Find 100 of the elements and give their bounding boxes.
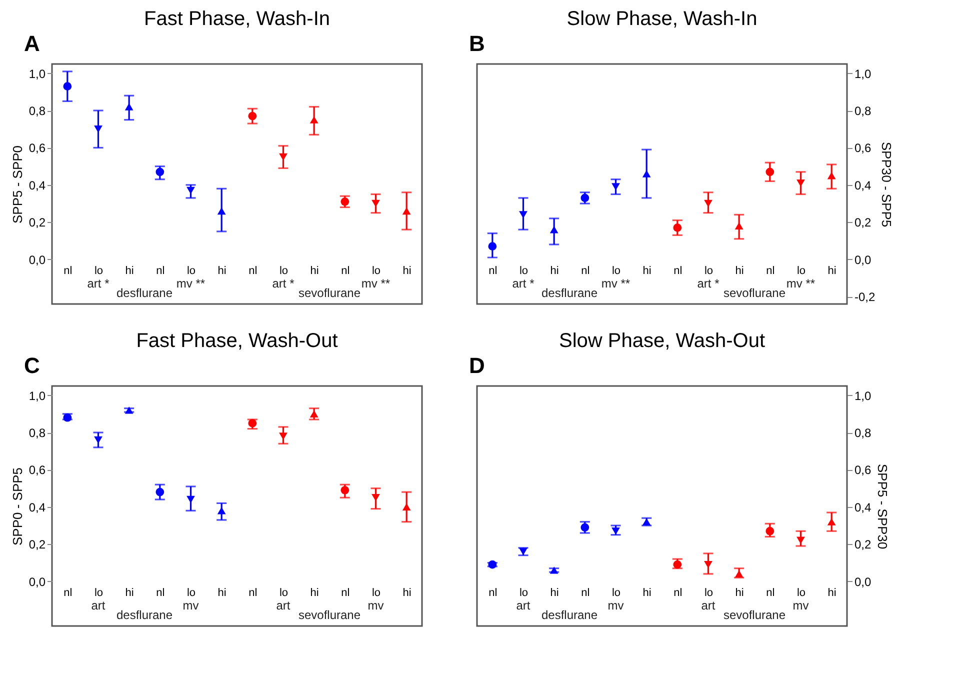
x-tick-label: nl bbox=[248, 586, 258, 599]
x-tick-label: lo bbox=[519, 264, 528, 277]
annotation: mv bbox=[368, 598, 384, 612]
chart-title: Fast Phase, Wash-Out bbox=[136, 330, 338, 352]
x-tick-label: lo bbox=[704, 264, 714, 277]
y2-tick-label: 1,0 bbox=[854, 66, 872, 81]
point bbox=[217, 507, 226, 514]
point bbox=[766, 526, 774, 536]
chart-title: Slow Phase, Wash-In bbox=[566, 8, 758, 30]
annotation: desflurane bbox=[116, 608, 173, 622]
x-tick-label: nl bbox=[766, 586, 775, 599]
y2-axis-title: SPP5 - SPP30 bbox=[875, 464, 890, 550]
annotation: sevoflurane bbox=[298, 286, 361, 300]
x-tick-label: nl bbox=[248, 264, 258, 277]
x-tick-label: nl bbox=[766, 264, 775, 277]
point bbox=[156, 168, 164, 176]
y2-tick-label: 0,6 bbox=[854, 141, 872, 156]
point bbox=[827, 172, 836, 180]
point bbox=[217, 207, 226, 215]
point bbox=[734, 570, 744, 578]
y-axis-title: SPP0 - SPP5 bbox=[10, 467, 25, 546]
annotation: sevoflurane bbox=[298, 608, 361, 622]
annotation: mv ** bbox=[176, 276, 206, 290]
x-tick-label: lo bbox=[279, 586, 288, 599]
point bbox=[156, 488, 164, 496]
x-tick-label: lo bbox=[94, 264, 104, 277]
y-tick-label: 0,4 bbox=[28, 500, 46, 514]
point bbox=[310, 410, 318, 418]
x-tick-label: hi bbox=[828, 264, 836, 277]
annotation: sevoflurane bbox=[723, 286, 786, 300]
y2-tick-label: 0,8 bbox=[854, 426, 872, 440]
annotation: art bbox=[276, 598, 291, 612]
point bbox=[673, 224, 682, 232]
annotation: mv bbox=[608, 598, 624, 612]
point bbox=[248, 419, 257, 428]
x-tick-label: nl bbox=[341, 264, 350, 277]
annotation: art bbox=[701, 598, 716, 612]
point bbox=[827, 518, 836, 526]
y-tick-label: 0,2 bbox=[28, 216, 46, 230]
annotation: desflurane bbox=[541, 608, 598, 622]
point bbox=[340, 486, 350, 494]
chart-title: Slow Phase, Wash-Out bbox=[558, 330, 766, 352]
x-tick-label: hi bbox=[218, 586, 226, 599]
x-tick-label: lo bbox=[372, 586, 381, 599]
x-tick-label: nl bbox=[64, 586, 72, 599]
x-tick-label: lo bbox=[612, 264, 621, 277]
text: A bbox=[24, 31, 40, 56]
x-tick-label: lo bbox=[279, 264, 288, 277]
y2-tick-label: 0,0 bbox=[854, 574, 872, 589]
y-tick-label: 0,4 bbox=[28, 178, 46, 192]
x-tick-label: lo bbox=[796, 264, 806, 277]
y2-tick-label: 1,0 bbox=[854, 388, 872, 403]
x-tick-label: lo bbox=[372, 264, 381, 277]
y2-tick-label: 0,6 bbox=[854, 463, 872, 478]
y2-tick-label: 0,8 bbox=[854, 104, 872, 118]
point bbox=[63, 82, 72, 90]
annotation: mv bbox=[182, 598, 199, 612]
x-tick-label: nl bbox=[674, 586, 682, 599]
x-tick-label: lo bbox=[186, 586, 196, 599]
y-tick-label: 0,6 bbox=[28, 463, 46, 478]
y2-tick-label: 0,2 bbox=[854, 216, 872, 230]
annotation: art bbox=[91, 598, 106, 612]
annotation: desflurane bbox=[541, 286, 598, 300]
x-tick-label: lo bbox=[186, 264, 196, 277]
x-tick-label: hi bbox=[402, 586, 412, 599]
x-tick-label: nl bbox=[64, 264, 72, 277]
x-tick-label: lo bbox=[519, 586, 528, 599]
y-axis-title: SPP5 - SPP0 bbox=[10, 145, 25, 224]
y2-tick-label: 0,4 bbox=[854, 500, 872, 514]
x-tick-label: hi bbox=[550, 264, 559, 277]
x-tick-label: nl bbox=[341, 586, 350, 599]
point bbox=[766, 168, 774, 176]
x-tick-label: lo bbox=[94, 586, 104, 599]
y2-tick-label: -0,2 bbox=[854, 290, 876, 304]
y-tick-label: 1,0 bbox=[28, 388, 46, 403]
point bbox=[248, 112, 257, 120]
x-tick-label: nl bbox=[488, 264, 498, 277]
y2-tick-label: 0,2 bbox=[854, 538, 872, 552]
point bbox=[642, 170, 651, 178]
y-tick-label: 0,2 bbox=[28, 538, 46, 552]
y-tick-label: 0,8 bbox=[28, 104, 46, 118]
annotation: art * bbox=[512, 276, 535, 290]
point bbox=[402, 207, 411, 215]
x-tick-label: hi bbox=[218, 264, 226, 277]
point bbox=[734, 222, 744, 230]
chart-title: Fast Phase, Wash-In bbox=[144, 8, 330, 30]
annotation: desflurane bbox=[116, 286, 173, 300]
x-tick-label: nl bbox=[581, 586, 590, 599]
x-tick-label: hi bbox=[735, 264, 744, 277]
text: B bbox=[469, 31, 485, 56]
annotation: mv ** bbox=[601, 276, 630, 290]
y-tick-label: 0,6 bbox=[28, 141, 46, 156]
point bbox=[402, 503, 411, 511]
point bbox=[310, 116, 318, 124]
x-tick-label: nl bbox=[581, 264, 590, 277]
x-tick-label: hi bbox=[828, 586, 836, 599]
point bbox=[340, 198, 350, 206]
x-tick-label: hi bbox=[125, 586, 134, 599]
x-tick-label: nl bbox=[488, 586, 498, 599]
x-tick-label: hi bbox=[310, 586, 319, 599]
